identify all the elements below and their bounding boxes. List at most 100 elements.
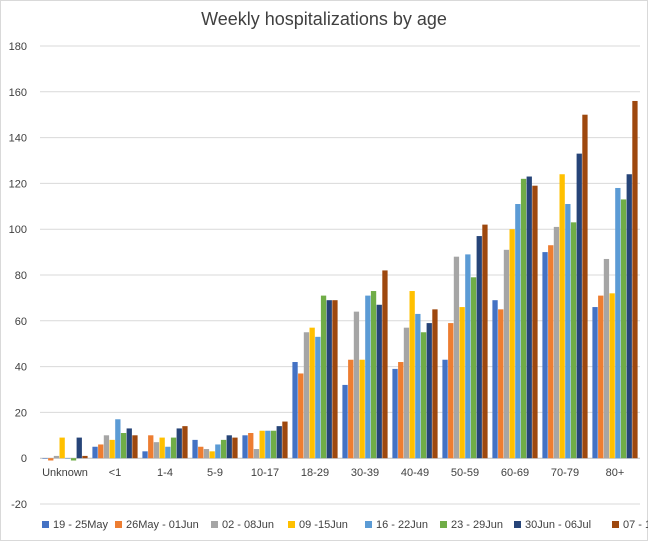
- legend: 19 - 25May 26May - 01Jun 02 - 08Jun 09 -15J…: [42, 519, 648, 531]
- y-axis-ticks: -20 0 20 40 60 80 100 120 140 160 180: [9, 41, 27, 511]
- legend-label: 16 - 22Jun: [376, 519, 428, 531]
- bar: [76, 437, 82, 459]
- x-tick-label: 1-4: [157, 467, 173, 479]
- legend-swatch: [440, 521, 447, 528]
- bar: [298, 373, 304, 459]
- bar: [609, 293, 615, 459]
- x-tick-label: 5-9: [207, 467, 223, 479]
- bar: [403, 327, 410, 459]
- gridlines: [40, 45, 640, 505]
- bar: [309, 327, 315, 459]
- bar: [165, 446, 171, 459]
- bar: [65, 458, 71, 459]
- bar: [226, 435, 232, 459]
- y-tick-label: 0: [21, 453, 27, 465]
- bar: [459, 307, 465, 459]
- bar: [542, 252, 548, 459]
- bar: [209, 451, 215, 459]
- bar: [482, 224, 488, 459]
- x-tick-label: 70-79: [551, 467, 579, 479]
- y-tick-label: 160: [9, 87, 27, 99]
- legend-swatch: [612, 521, 619, 528]
- bar: [576, 153, 582, 459]
- bar: [476, 236, 482, 459]
- bar: [559, 174, 565, 459]
- y-tick-label: 80: [15, 270, 27, 282]
- x-tick-label: 10-17: [251, 467, 279, 479]
- legend-label: 07 - 13Jul: [623, 519, 648, 531]
- bar: [603, 258, 610, 459]
- bar: [382, 270, 388, 459]
- legend-label: 19 - 25May: [53, 519, 109, 531]
- legend-label: 26May - 01Jun: [126, 519, 199, 531]
- bar: [153, 442, 160, 459]
- bar: [248, 433, 254, 459]
- bar: [592, 307, 598, 459]
- bar: [192, 439, 198, 459]
- bar: [142, 451, 148, 459]
- bar: [359, 359, 365, 459]
- bar: [109, 439, 115, 459]
- bar: [170, 437, 177, 459]
- bar: [59, 437, 65, 459]
- legend-label: 30Jun - 06Jul: [525, 519, 591, 531]
- bar: [392, 368, 398, 459]
- bar: [442, 359, 448, 459]
- bar: [176, 428, 182, 459]
- bar: [159, 437, 165, 459]
- bar: [42, 458, 48, 459]
- x-tick-label: 50-59: [451, 467, 479, 479]
- bar: [220, 439, 227, 459]
- bar: [398, 362, 404, 459]
- bar: [82, 455, 88, 459]
- bar: [53, 455, 60, 459]
- bar: [370, 291, 377, 459]
- bar: [265, 430, 271, 459]
- y-tick-label: 120: [9, 178, 27, 190]
- bar: [426, 323, 432, 459]
- bar: [532, 185, 538, 459]
- bar: [282, 421, 288, 459]
- bar: [526, 176, 532, 459]
- chart-title: Weekly hospitalizations by age: [201, 9, 447, 29]
- x-axis-ticks: Unknown <1 1-4 5-9 10-17 18-29 30-39 40-49 50-59…: [42, 467, 624, 479]
- bar: [415, 313, 421, 459]
- bar: [465, 254, 471, 459]
- bar: [565, 204, 571, 459]
- bar: [570, 222, 577, 459]
- bar: [70, 458, 77, 461]
- bar: [615, 187, 621, 459]
- bar: [215, 444, 221, 459]
- bar: [276, 426, 282, 459]
- bar: [182, 426, 188, 459]
- x-tick-label: 80+: [606, 467, 625, 479]
- bar: [326, 300, 332, 459]
- legend-swatch: [365, 521, 372, 528]
- legend-swatch: [211, 521, 218, 528]
- bar: [515, 204, 521, 459]
- bar: [620, 199, 627, 459]
- x-tick-label: 40-49: [401, 467, 429, 479]
- bar: [432, 309, 438, 459]
- bar: [232, 437, 238, 459]
- bar: [470, 277, 477, 459]
- bar: [582, 114, 588, 459]
- legend-swatch: [514, 521, 521, 528]
- legend-label: 23 - 29Jun: [451, 519, 503, 531]
- bar: [270, 430, 277, 459]
- x-tick-label: 60-69: [501, 467, 529, 479]
- legend-swatch: [115, 521, 122, 528]
- bar: [520, 178, 527, 459]
- bar: [626, 174, 632, 459]
- bar: [548, 245, 554, 459]
- bar: [115, 419, 121, 459]
- bar: [332, 300, 338, 459]
- bar: [365, 295, 371, 459]
- bar: [492, 300, 498, 459]
- y-tick-label: 140: [9, 133, 27, 145]
- legend-label: 09 -15Jun: [299, 519, 348, 531]
- x-tick-label: Unknown: [42, 467, 88, 479]
- y-tick-label: -20: [11, 499, 27, 511]
- x-tick-label: 30-39: [351, 467, 379, 479]
